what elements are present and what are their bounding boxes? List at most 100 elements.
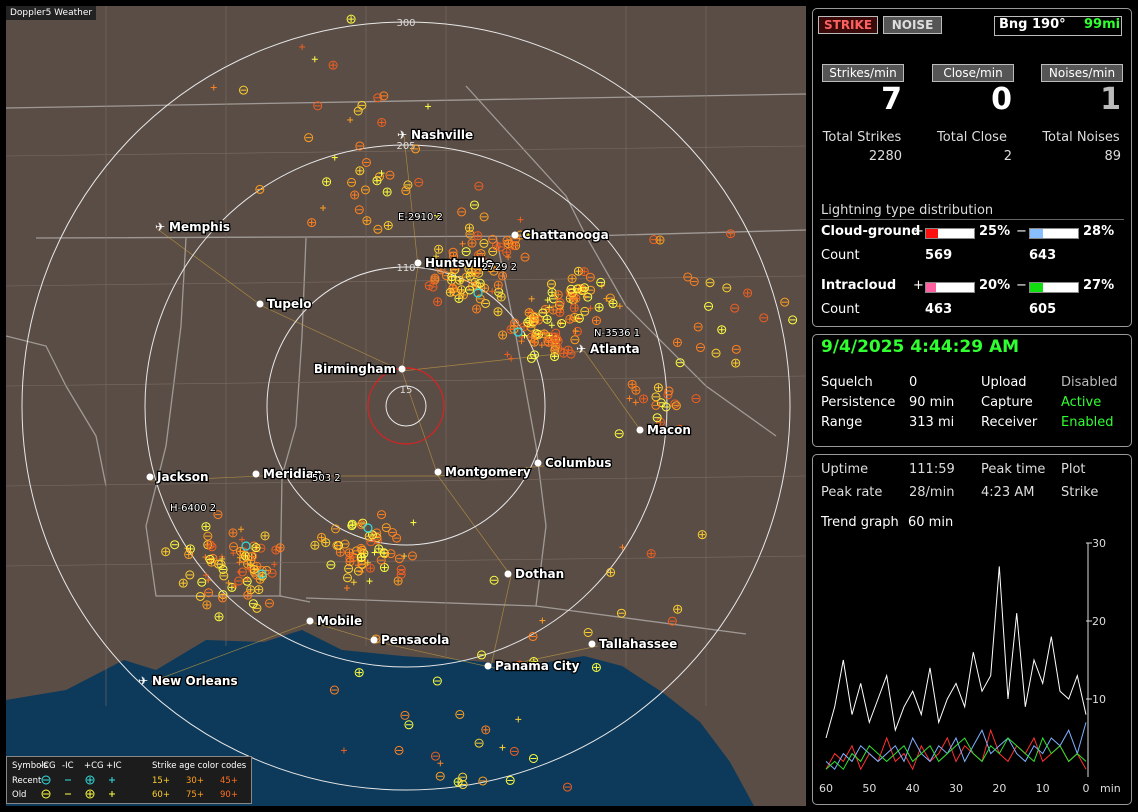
strike-circle — [354, 205, 364, 215]
strike-circle — [445, 287, 455, 297]
strike-button[interactable]: STRIKE — [818, 16, 878, 34]
strike-circle — [246, 585, 256, 595]
strike-symbol — [566, 284, 576, 294]
strike-symbol — [431, 751, 441, 761]
strike-symbol — [489, 575, 499, 585]
city-label: Macon — [647, 423, 691, 437]
strike-symbol — [759, 313, 769, 323]
city-dot — [414, 259, 422, 267]
strike-circle — [543, 337, 553, 347]
noise-button[interactable]: NOISE — [883, 16, 942, 34]
strike-tag: N-3536 1 — [594, 328, 640, 339]
strike-circle — [414, 177, 424, 187]
distribution-title: Lightning type distribution — [821, 203, 994, 218]
strike-symbol — [195, 591, 205, 601]
x-tick-label: 0 — [1083, 782, 1090, 795]
recent-strike — [513, 327, 523, 337]
strike-symbol — [372, 176, 382, 186]
count-value: 643 — [1029, 248, 1057, 263]
strike-symbol — [675, 358, 685, 368]
strike-circle — [510, 318, 520, 328]
strike-symbol — [455, 275, 465, 285]
strike-symbol — [579, 283, 589, 293]
bearing: Bng 190° — [999, 17, 1066, 32]
strike-symbol — [322, 177, 332, 187]
x-tick-label: 50 — [862, 782, 876, 795]
strike-symbol — [543, 337, 553, 347]
strike-symbol — [317, 532, 327, 542]
strike-circle — [235, 546, 245, 556]
strike-circle — [476, 249, 486, 259]
strike-symbol — [459, 290, 469, 300]
strike-symbol — [528, 632, 538, 642]
strike-circle — [357, 545, 367, 555]
count-value: 569 — [925, 248, 953, 263]
strike-circle — [343, 573, 353, 583]
strike-symbol — [373, 224, 383, 234]
strike-symbol — [505, 775, 515, 785]
strike-symbol — [538, 342, 545, 349]
strike-symbol — [546, 332, 553, 339]
legend-header: +IC — [106, 761, 122, 771]
strike-circle — [672, 337, 682, 347]
strike-circle — [424, 281, 434, 291]
strike-symbol — [239, 85, 249, 95]
strike-circle — [357, 100, 367, 110]
strike-circle — [464, 264, 474, 274]
stats-text: Strike — [1061, 485, 1099, 500]
strike-symbol — [473, 231, 483, 241]
legend-row: Recent — [12, 776, 42, 786]
recent-strike — [257, 569, 267, 579]
strike-symbol — [299, 43, 306, 50]
strike-symbol — [529, 753, 539, 763]
strike-circle — [450, 264, 460, 274]
strike-circle — [646, 549, 656, 559]
strike-circle — [652, 413, 662, 423]
city-label: Panama City — [495, 659, 580, 673]
strike-symbol — [653, 383, 663, 393]
strike-circle — [693, 322, 703, 332]
strike-symbol — [307, 218, 317, 228]
datetime: 9/4/2025 4:44:29 AM — [821, 337, 1020, 357]
strike-circle — [202, 600, 212, 610]
strike-symbol — [432, 676, 442, 686]
strike-circle — [473, 250, 483, 260]
status-text: Persistence — [821, 395, 896, 410]
strike-symbol — [667, 616, 677, 626]
strike-symbol — [616, 608, 626, 618]
strike-circle — [574, 313, 584, 323]
strike-circle — [216, 559, 226, 569]
strike-circle — [396, 569, 406, 579]
strike-circle — [673, 604, 683, 614]
strike-circle — [358, 518, 368, 528]
strike-symbol — [178, 578, 188, 588]
strike-circle — [344, 564, 354, 574]
strike-symbol — [697, 530, 707, 540]
strike-circle — [355, 166, 365, 176]
strike-circle — [479, 212, 489, 222]
strike-circle — [459, 290, 469, 300]
percent-fill — [1030, 283, 1043, 292]
trend-line — [825, 722, 1087, 770]
city-label: New Orleans — [152, 674, 238, 688]
strike-circle — [450, 265, 460, 275]
strike-symbol — [414, 177, 424, 187]
x-tick-label: 20 — [992, 782, 1006, 795]
strike-symbol — [396, 565, 406, 575]
strike-symbol — [434, 244, 444, 254]
city-dot — [434, 468, 442, 476]
strike-symbol — [509, 746, 519, 756]
strike-circle — [377, 117, 387, 127]
count-value: 605 — [1029, 302, 1057, 317]
sign: − — [1016, 224, 1027, 239]
strike-symbol — [717, 325, 727, 335]
strike-circle — [322, 177, 332, 187]
strike-symbol — [529, 657, 539, 667]
strike-circle — [539, 329, 549, 339]
strike-circle — [675, 424, 685, 434]
strike-symbol — [401, 186, 411, 196]
strike-symbol — [231, 582, 238, 589]
strike-circle — [651, 392, 661, 402]
strike-circle — [396, 565, 406, 575]
strike-circle — [711, 348, 721, 358]
